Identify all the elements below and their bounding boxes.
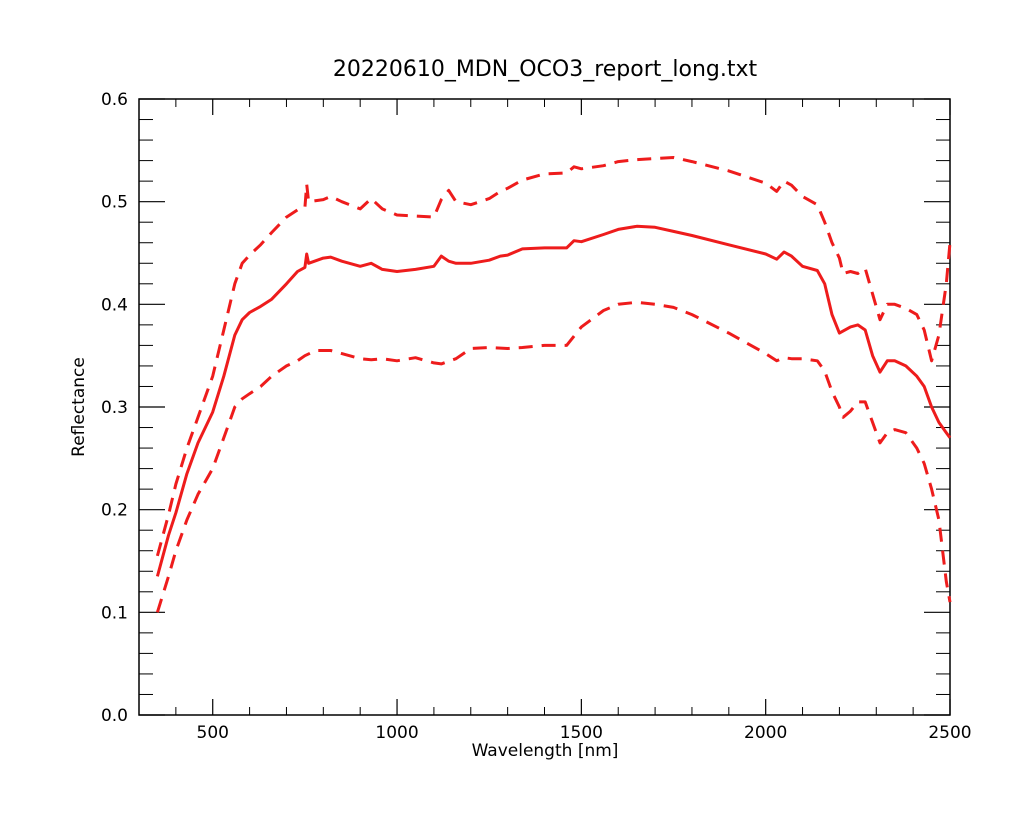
x-axis-label: Wavelength [nm] [472,741,619,761]
y-tick-labels: 0.0 0.1 0.2 0.3 0.4 0.5 0.6 [101,90,128,726]
chart-title: 20220610_MDN_OCO3_report_long.txt [333,57,758,82]
x-tick-label: 2500 [928,723,971,743]
y-tick-label: 0.4 [101,295,128,315]
axis-ticks [139,98,951,716]
y-axis-label: Reflectance [69,357,89,457]
y-tick-label: 0.1 [101,603,128,623]
x-tick-label: 2000 [744,723,787,743]
plot-frame [138,98,951,716]
x-tick-labels: 500 1000 1500 2000 2500 [197,723,972,743]
series-line-dashed-2 [155,300,952,613]
series-line-mean [155,224,952,577]
x-tick-label: 1500 [560,723,603,743]
y-tick-label: 0.3 [101,398,128,418]
series-line-dashed-1 [155,156,952,557]
x-tick-label: 500 [197,723,229,743]
series-group [155,156,952,613]
y-tick-label: 0.0 [101,706,128,726]
y-tick-label: 0.5 [101,193,128,213]
plot-area [138,98,951,716]
y-tick-label: 0.2 [101,501,128,521]
y-tick-label: 0.6 [101,90,128,110]
x-tick-label: 1000 [375,723,418,743]
